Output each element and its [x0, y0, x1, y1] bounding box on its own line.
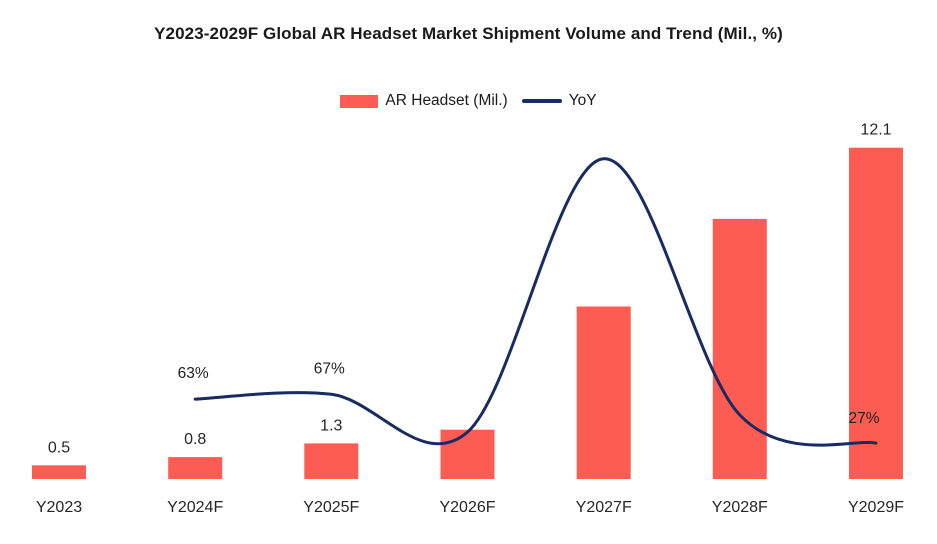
bar-Y2027F — [576, 306, 631, 479]
bar-Y2026F — [440, 429, 495, 479]
bar-value-label-Y2025F: 1.3 — [320, 417, 342, 434]
x-axis-label-Y2023: Y2023 — [36, 499, 82, 516]
bar-Y2028F — [712, 218, 767, 479]
x-axis-label-Y2029F: Y2029F — [848, 499, 904, 516]
chart-legend: AR Headset (Mil.) YoY — [0, 92, 937, 110]
legend-bar-label: AR Headset (Mil.) — [385, 92, 508, 109]
yoy-line — [193, 157, 878, 447]
bar-value-label-Y2024F: 0.8 — [184, 431, 206, 448]
bar-value-label-Y2023: 0.5 — [48, 439, 70, 456]
bar-Y2023 — [32, 465, 86, 479]
yoy-label-Y2025F: 67% — [314, 360, 345, 377]
bar-value-label-Y2029F: 12.1 — [860, 122, 891, 139]
legend-line-swatch-icon — [521, 99, 562, 103]
x-axis-label-Y2028F: Y2028F — [712, 499, 768, 516]
x-axis-label-Y2026F: Y2026F — [439, 499, 495, 516]
yoy-label-Y2024F: 63% — [178, 365, 209, 382]
bar-Y2025F — [304, 443, 359, 479]
yoy-label-Y2029F: 27% — [848, 410, 879, 427]
legend-bar-swatch-icon — [340, 94, 379, 108]
chart-title: Y2023-2029F Global AR Headset Market Shi… — [154, 24, 783, 43]
bar-Y2024F — [168, 457, 223, 479]
legend-item-bar-series: AR Headset (Mil.) — [340, 92, 508, 110]
x-axis-label-Y2027F: Y2027F — [576, 499, 632, 516]
x-axis-label-Y2024F: Y2024F — [167, 499, 223, 516]
legend-item-line-series: YoY — [521, 92, 597, 110]
legend-line-label: YoY — [568, 92, 597, 109]
x-axis-label-Y2025F: Y2025F — [303, 499, 359, 516]
bar-Y2029F — [849, 147, 903, 479]
